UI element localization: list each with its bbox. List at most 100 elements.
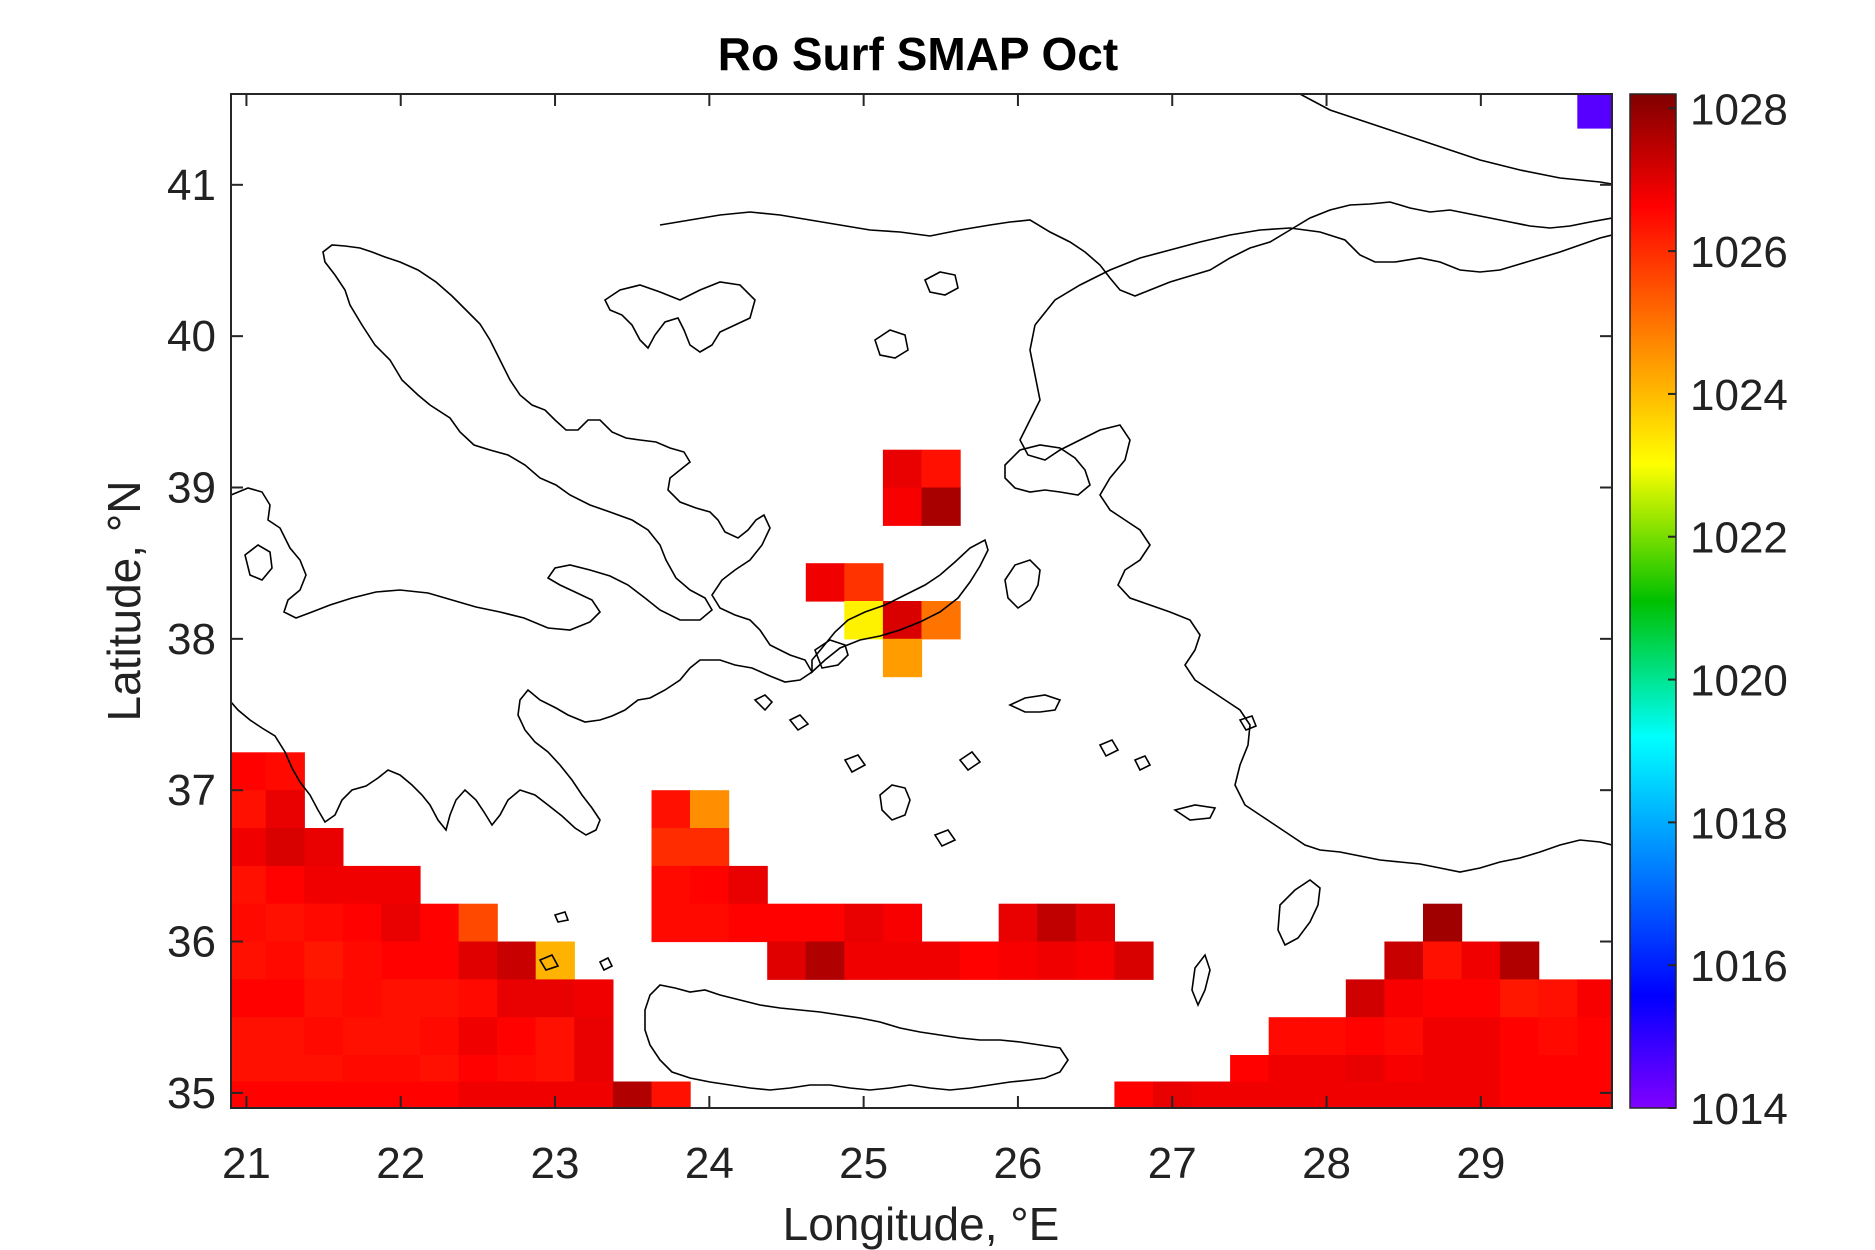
heatmap-cell: [231, 979, 267, 1018]
colorbar-tick-label: 1022: [1690, 514, 1788, 563]
heatmap-cell: [1423, 1017, 1463, 1056]
heatmap-cell: [304, 1017, 344, 1056]
heatmap-cell: [231, 865, 267, 905]
coastline-samos: [1008, 694, 1062, 713]
heatmap-cell: [728, 903, 768, 943]
colorbar-tick-label: 1024: [1690, 371, 1788, 420]
heatmap-cell: [458, 979, 498, 1018]
heatmap-cell: [767, 941, 807, 980]
coastline-crete: [644, 984, 1069, 1091]
x-tick-label: 22: [376, 1139, 425, 1188]
heatmap-cell: [304, 828, 344, 867]
heatmap-cell: [1384, 1017, 1424, 1056]
heatmap-cell: [690, 790, 730, 829]
colorbar-tick-label: 1020: [1690, 657, 1788, 706]
heatmap-cell: [1461, 941, 1501, 980]
heatmap-cell: [728, 865, 768, 905]
heatmap-cell: [342, 979, 383, 1018]
coastline-naxos: [879, 784, 911, 821]
heatmap-cell: [1538, 979, 1578, 1018]
y-axis: 35 36 37 38 39 40 41: [167, 161, 1612, 1118]
colorbar: 1014 1016 1018 1020 1022 1024 1026 1028: [1629, 85, 1788, 1134]
heatmap-cell: [231, 1081, 267, 1108]
heatmap-cell: [265, 752, 305, 791]
heatmap-cell: [342, 941, 383, 980]
heatmap-cell: [231, 790, 267, 829]
heatmap-cell: [420, 903, 460, 943]
heatmap-cell: [921, 449, 961, 489]
coastline-lesbos: [1004, 444, 1091, 496]
colorbar-gradient: [1629, 93, 1677, 1109]
heatmap-cell: [265, 903, 305, 943]
heatmap-cell: [420, 979, 460, 1018]
heatmap-cell: [1268, 1017, 1308, 1056]
heatmap-cell: [651, 903, 691, 943]
heatmap-cell: [458, 1081, 498, 1108]
colorbar-tick-label: 1016: [1690, 942, 1788, 991]
colorbar-tick-label: 1018: [1690, 799, 1788, 848]
heatmap-cells: [231, 94, 1612, 1108]
heatmap-cell: [458, 1017, 498, 1056]
heatmap-cell: [1461, 1017, 1501, 1056]
x-tick-label: 23: [531, 1139, 580, 1188]
heatmap-cell: [535, 1017, 575, 1056]
heatmap-cell: [535, 979, 575, 1018]
y-tick-label: 35: [167, 1069, 216, 1118]
heatmap-cell: [381, 979, 421, 1018]
heatmap-cell: [1345, 1017, 1385, 1056]
coastline-karpathos: [1191, 953, 1211, 1008]
heatmap-cell: [574, 1081, 614, 1108]
heatmap-cell: [265, 790, 305, 829]
coastline-anatolia-west: [1019, 324, 1612, 873]
coastline-greece-mainland: [231, 244, 814, 836]
heatmap-cell: [882, 449, 923, 489]
heatmap-cell: [265, 828, 305, 867]
heatmap-cell: [1037, 903, 1077, 943]
heatmap-cell: [651, 828, 691, 867]
heatmap-cell: [1268, 1081, 1308, 1108]
heatmap-cell: [882, 638, 923, 678]
heatmap-cell: [690, 865, 730, 905]
heatmap-cell: [265, 865, 305, 905]
heatmap-cell: [998, 941, 1038, 980]
y-tick-label: 36: [167, 918, 216, 967]
heatmap-cell: [231, 903, 267, 943]
heatmap-cell: [805, 563, 845, 602]
heatmap-cell: [882, 941, 923, 980]
heatmap-cell: [1075, 941, 1115, 980]
y-axis-label: Latitude, °N: [98, 481, 150, 722]
heatmap-cell: [882, 487, 923, 526]
heatmap-cell: [1423, 1081, 1463, 1108]
heatmap-cell: [1500, 941, 1540, 980]
heatmap-cell: [342, 865, 383, 905]
heatmap-cell: [767, 903, 807, 943]
heatmap-cell: [998, 903, 1038, 943]
coastline-thasos: [923, 271, 959, 296]
coastline-lemnos: [874, 329, 909, 359]
coastline-cyclades-small: [538, 694, 1258, 972]
y-tick-label: 39: [167, 463, 216, 512]
colorbar-tick-label: 1026: [1690, 228, 1788, 277]
heatmap-cell: [1423, 979, 1463, 1018]
heatmap-cell: [304, 979, 344, 1018]
heatmap-cell: [497, 1081, 537, 1108]
heatmap-cell: [497, 1017, 537, 1056]
heatmap-cell: [844, 941, 884, 980]
heatmap-cell: [1075, 903, 1115, 943]
coastline-rhodes: [1277, 879, 1321, 947]
heatmap-cell: [381, 1017, 421, 1056]
x-axis: 21 22 23 24 25 26 27 28 29: [222, 94, 1505, 1188]
heatmap-cell: [342, 1081, 383, 1108]
heatmap-cell: [1577, 1081, 1612, 1108]
coastline-thrace-turkey-north: [659, 201, 1612, 297]
heatmap-cell: [304, 865, 344, 905]
heatmap-cell: [690, 903, 730, 943]
heatmap-cell: [342, 903, 383, 943]
heatmap-cell: [805, 903, 845, 943]
heatmap-cell: [265, 1017, 305, 1056]
heatmap-cell: [651, 865, 691, 905]
heatmap-cell: [497, 941, 537, 980]
heatmap-cell: [1345, 1081, 1385, 1108]
y-tick-label: 41: [167, 161, 216, 210]
